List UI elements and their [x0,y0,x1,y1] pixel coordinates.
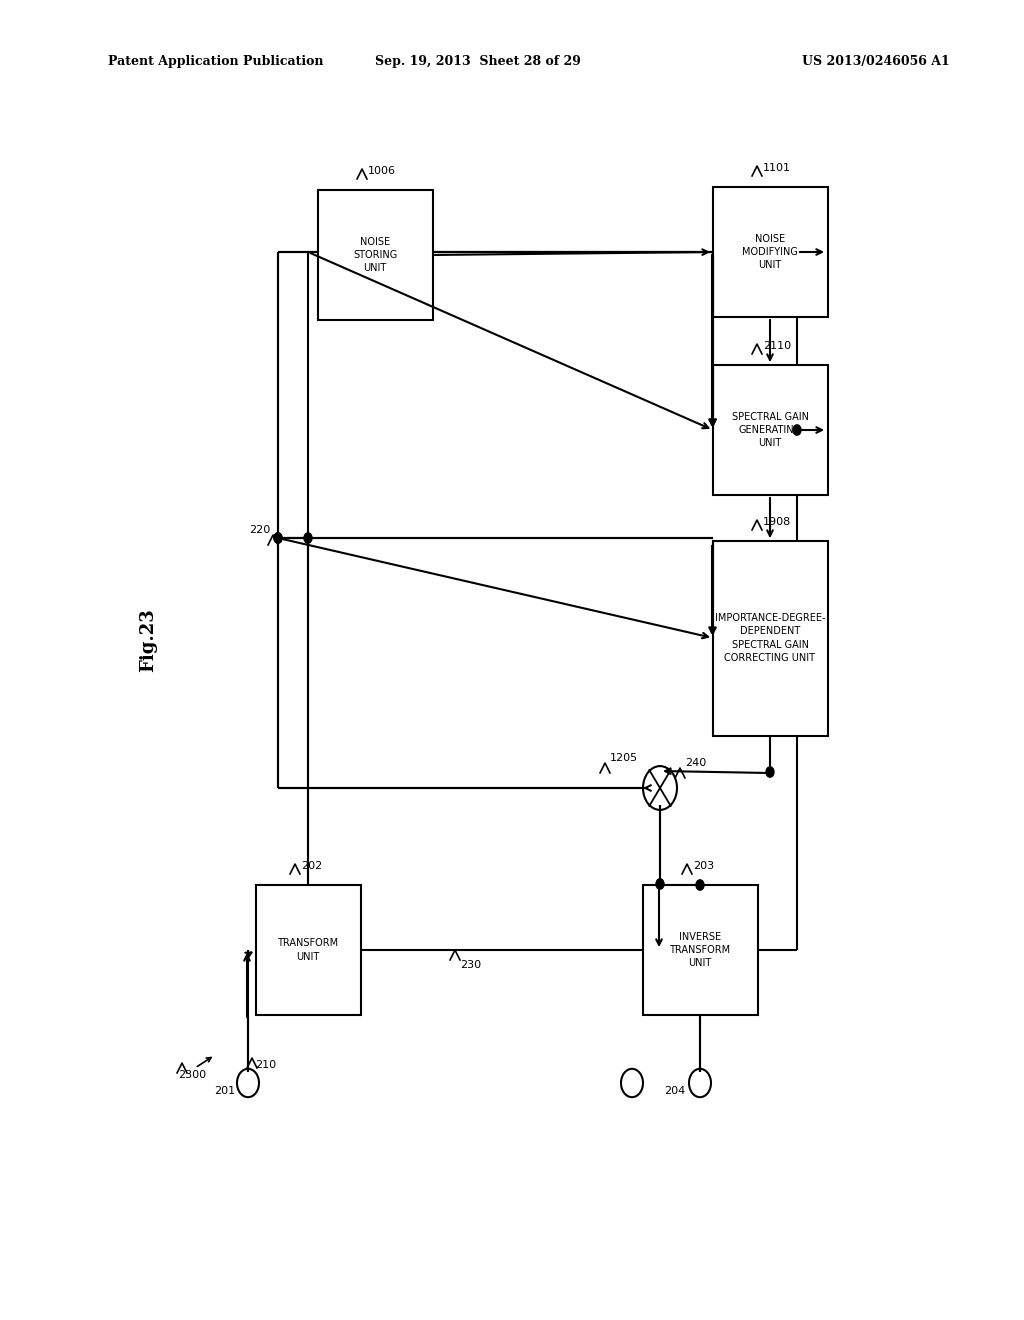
Bar [713,187,827,317]
Bar [642,884,758,1015]
Text: Sep. 19, 2013  Sheet 28 of 29: Sep. 19, 2013 Sheet 28 of 29 [375,55,581,69]
Bar [713,540,827,735]
Text: SPECTRAL GAIN
GENERATING
UNIT: SPECTRAL GAIN GENERATING UNIT [731,412,809,449]
Text: NOISE
MODIFYING
UNIT: NOISE MODIFYING UNIT [742,234,798,271]
Text: 202: 202 [301,861,323,871]
Text: 201: 201 [214,1086,234,1096]
Text: 204: 204 [664,1086,685,1096]
Text: 240: 240 [685,758,707,768]
Circle shape [274,533,282,543]
Text: 230: 230 [460,960,481,970]
Circle shape [656,879,664,890]
Text: 2300: 2300 [178,1071,206,1080]
Text: 210: 210 [255,1060,276,1071]
Bar [256,884,360,1015]
Text: 220: 220 [249,525,270,535]
Circle shape [766,767,774,777]
Circle shape [793,425,801,436]
Circle shape [274,533,282,543]
Bar [317,190,432,319]
Text: 203: 203 [693,861,714,871]
Bar [713,366,827,495]
Text: 1101: 1101 [763,162,791,173]
Text: NOISE
STORING
UNIT: NOISE STORING UNIT [353,236,397,273]
Text: 2110: 2110 [763,341,792,351]
Text: 1908: 1908 [763,517,792,527]
Text: Fig.23: Fig.23 [139,609,157,672]
Text: 1205: 1205 [610,752,638,763]
Text: INVERSE
TRANSFORM
UNIT: INVERSE TRANSFORM UNIT [670,932,730,968]
Text: US 2013/0246056 A1: US 2013/0246056 A1 [802,55,950,69]
Text: Patent Application Publication: Patent Application Publication [108,55,324,69]
Text: 1006: 1006 [368,166,396,176]
Circle shape [304,533,312,543]
Circle shape [696,880,705,890]
Text: TRANSFORM
UNIT: TRANSFORM UNIT [278,939,339,961]
Text: IMPORTANCE-DEGREE-
DEPENDENT
SPECTRAL GAIN
CORRECTING UNIT: IMPORTANCE-DEGREE- DEPENDENT SPECTRAL GA… [715,614,825,663]
